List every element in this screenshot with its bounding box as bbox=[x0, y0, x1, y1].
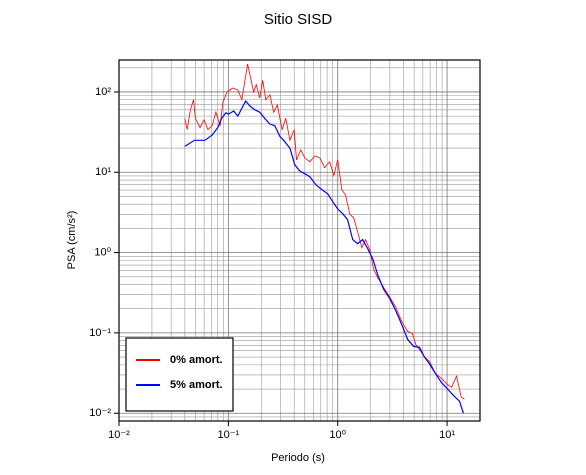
x-tick-label: 10⁻² bbox=[108, 429, 130, 441]
legend-label: 5% amort. bbox=[170, 379, 223, 391]
chart-title: Sitio SISD bbox=[264, 11, 333, 28]
plot-frame bbox=[118, 59, 481, 422]
x-tick-label: 10⁻¹ bbox=[218, 429, 240, 441]
y-tick-label: 10⁻¹ bbox=[89, 327, 111, 339]
x-axis-label: Periodo (s) bbox=[271, 452, 325, 464]
y-tick-label: 10² bbox=[95, 86, 111, 98]
series-line bbox=[184, 100, 464, 414]
x-tick-label: 10⁰ bbox=[329, 429, 346, 441]
y-axis-label: PSA (cm/s²) bbox=[66, 211, 78, 270]
y-tick-label: 10¹ bbox=[95, 166, 111, 178]
legend-box bbox=[125, 337, 234, 412]
x-tick-label: 10¹ bbox=[439, 429, 455, 441]
y-tick-label: 10⁻² bbox=[89, 407, 111, 419]
legend-label: 0% amort. bbox=[170, 354, 223, 366]
series-line bbox=[184, 64, 465, 400]
y-tick-label: 10⁰ bbox=[94, 246, 111, 258]
